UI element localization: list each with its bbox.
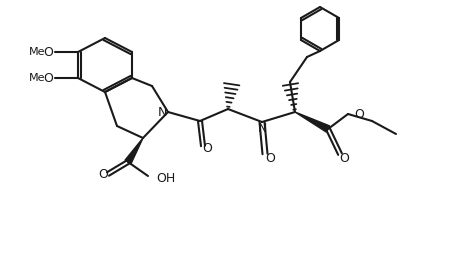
Polygon shape [295, 112, 330, 132]
Text: OH: OH [156, 172, 175, 184]
Text: O: O [265, 153, 275, 165]
Text: O: O [354, 107, 364, 121]
Polygon shape [125, 138, 143, 164]
Text: O: O [339, 152, 349, 164]
Text: O: O [43, 72, 53, 84]
Text: O: O [98, 167, 108, 181]
Text: Me: Me [28, 47, 45, 57]
Text: N: N [157, 105, 167, 118]
Text: Me: Me [28, 73, 45, 83]
Text: O: O [202, 141, 212, 155]
Text: O: O [43, 45, 53, 59]
Text: N: N [257, 121, 267, 135]
